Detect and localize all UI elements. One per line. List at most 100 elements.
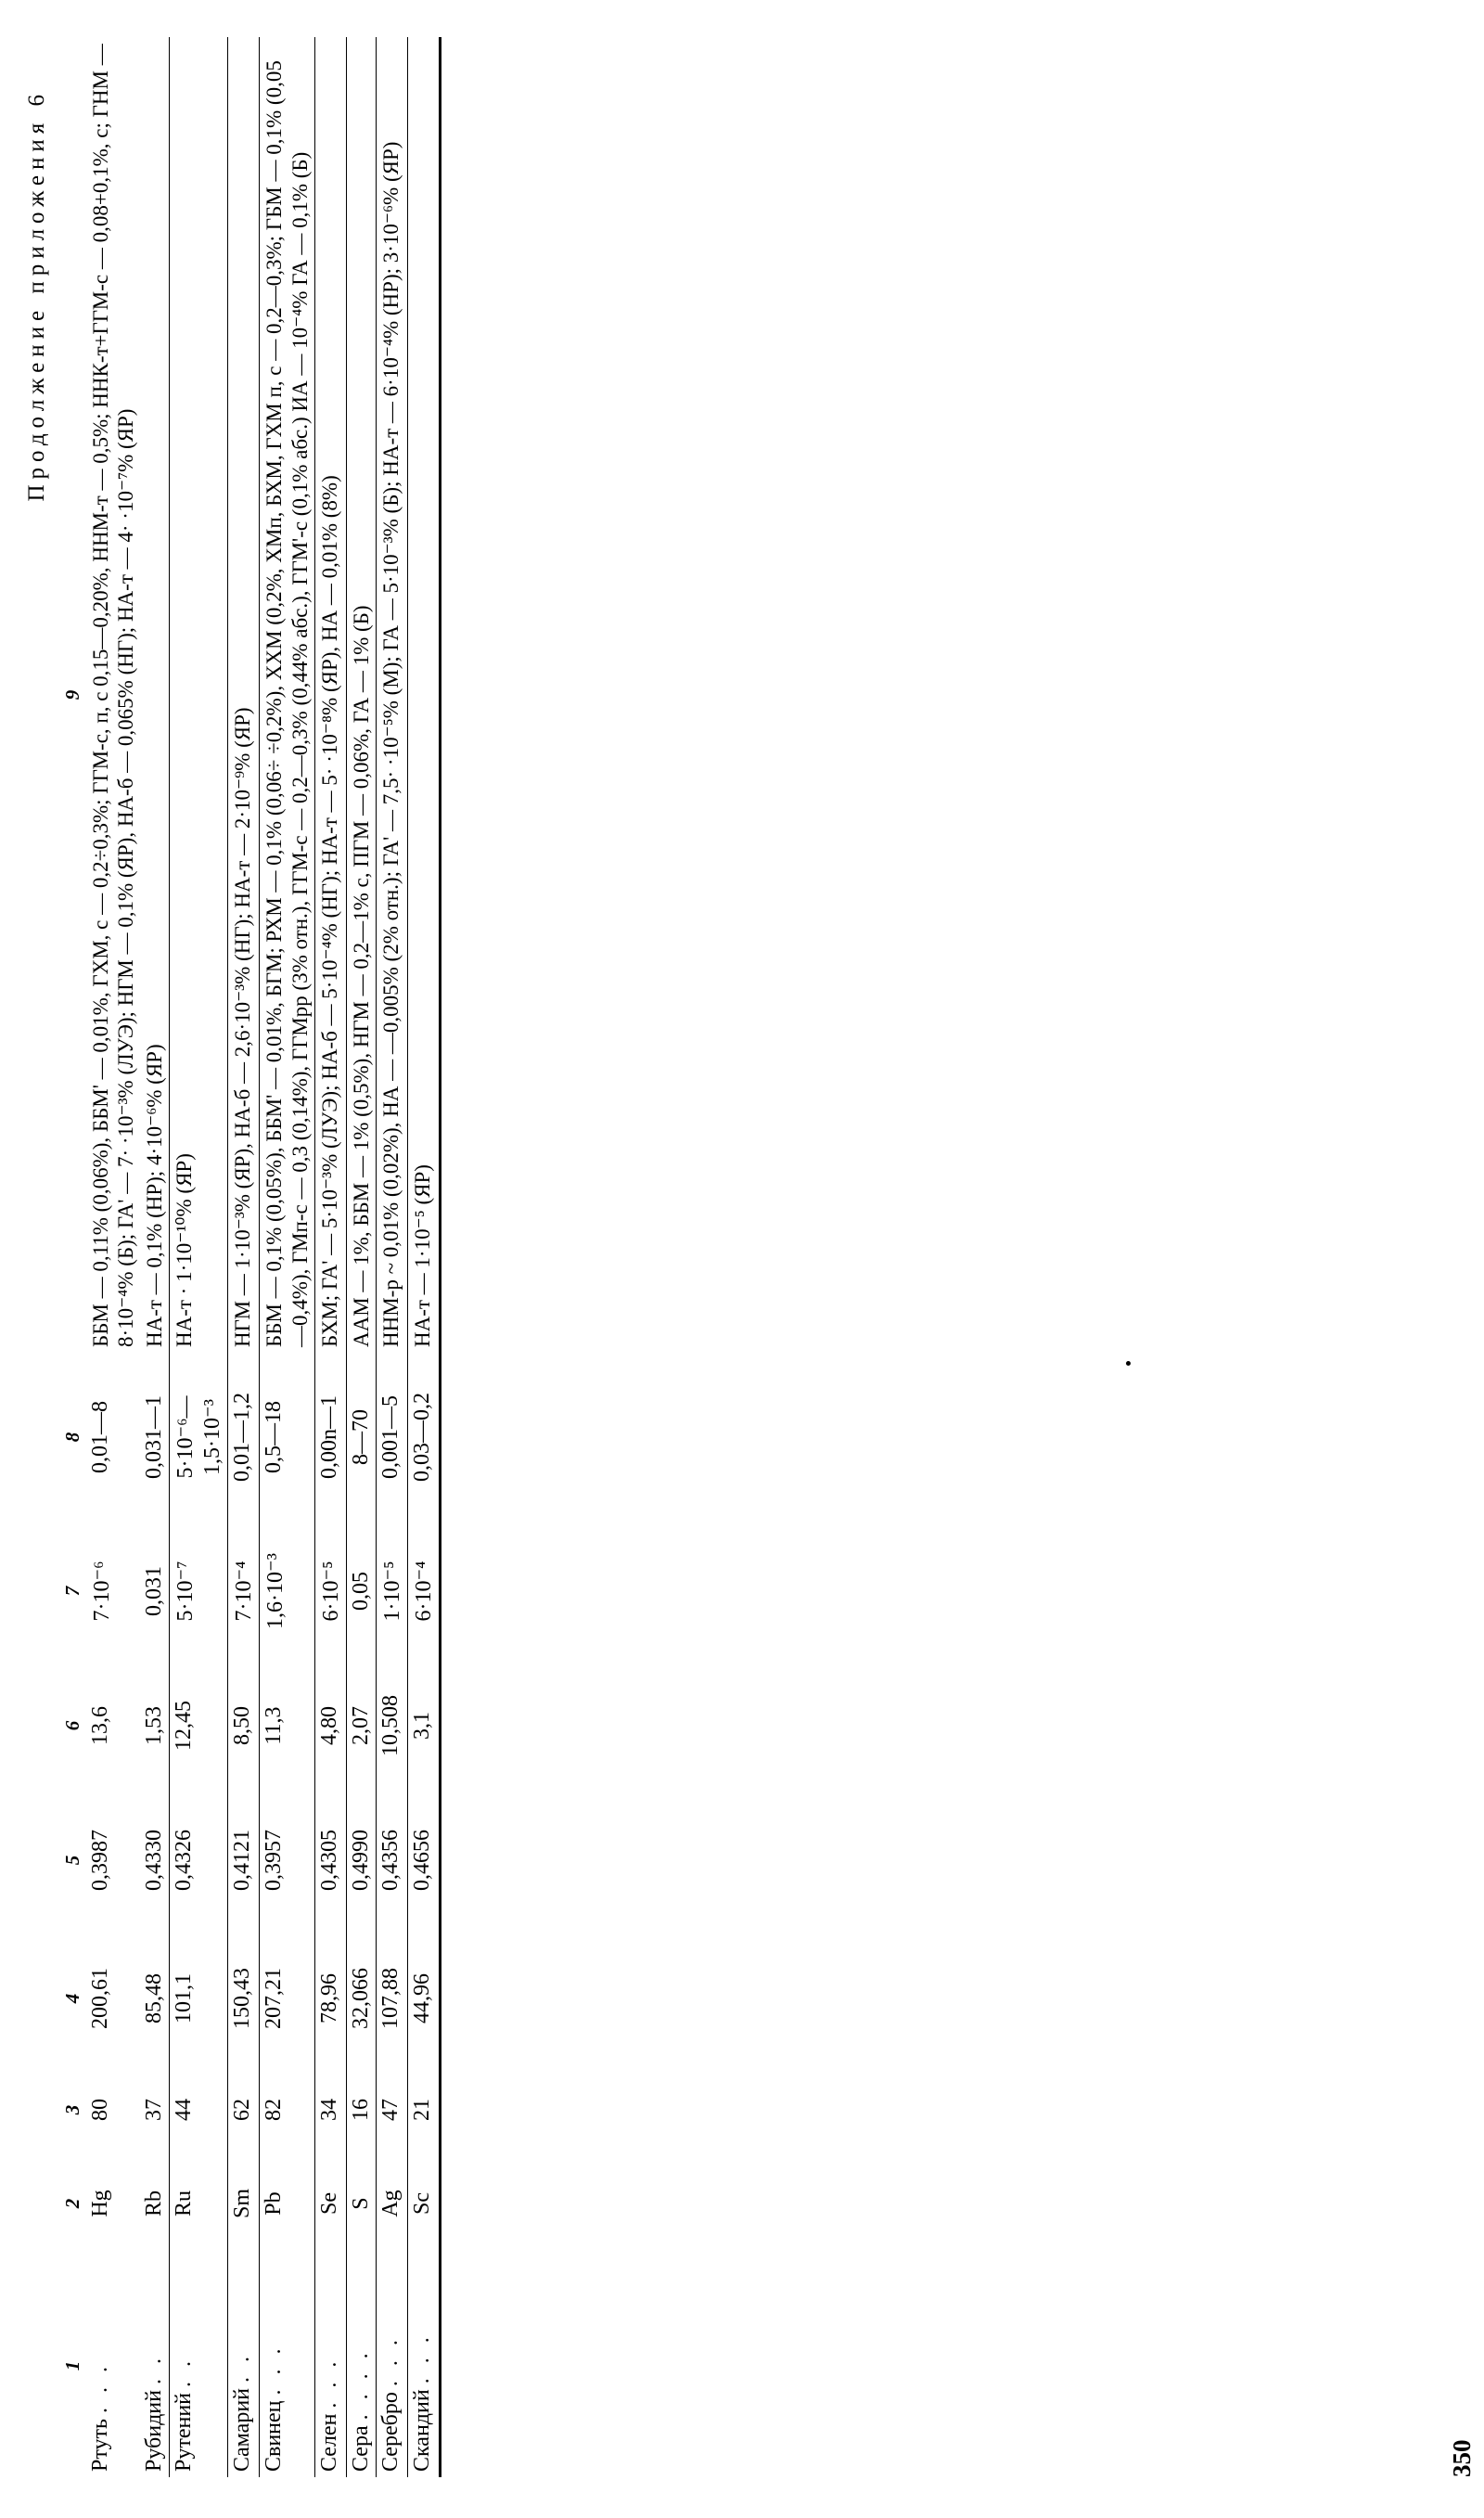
value-col7: 6·10⁻⁵	[314, 1522, 347, 1661]
atomic-number: 62	[227, 2067, 260, 2152]
atomic-number: 37	[140, 2067, 170, 2152]
column-number-5: 5	[61, 1855, 83, 1866]
element-symbol: Rb	[140, 2152, 170, 2255]
value-col6: 4,80	[314, 1661, 347, 1791]
table-row: Ртуть . . . Hg 80 200,61 0,3987 13,6 7·10⁻⁶ 0,0…	[86, 37, 140, 2477]
element-name: Рутений . .	[169, 2255, 228, 2477]
value-col5: 0,4305	[314, 1791, 347, 1930]
column-number-4: 4	[61, 1993, 83, 2004]
value-col5: 0,4356	[376, 1791, 408, 1930]
atomic-number: 34	[314, 2067, 347, 2152]
value-col7: 0,05	[346, 1522, 377, 1661]
column-number-row: 1 2 3 4 5 6 7 8 9	[59, 37, 86, 2477]
element-name: Рубидий . .	[140, 2255, 170, 2477]
atomic-mass: 101,1	[169, 1930, 228, 2067]
value-col8: 0,03—0,2	[407, 1353, 441, 1522]
element-name: Серебро . . .	[376, 2255, 408, 2477]
element-symbol: Sm	[227, 2152, 260, 2255]
atomic-mass: 44,96	[407, 1930, 441, 2067]
value-col6: 13,6	[88, 1706, 112, 1745]
element-name-label: Сера	[348, 2425, 373, 2472]
running-head: Продолжение приложения 6	[24, 89, 49, 502]
notes-col9: БХМ; ГА' — 5·10⁻³% (ЛУЭ); НА-б — 5·10⁻⁴%…	[314, 37, 347, 1353]
atomic-mass: 32,066	[346, 1930, 377, 2067]
table-row: Скандий . . . Sc 21 44,96 0,4656 3,1 6·10⁻⁴ 0,0…	[407, 37, 441, 2477]
atomic-number: 47	[376, 2067, 408, 2152]
value-col7: 1·10⁻⁵	[376, 1522, 408, 1661]
atomic-number: 80	[88, 2099, 112, 2121]
column-number-6: 6	[61, 1720, 83, 1731]
value-col7: 6·10⁻⁴	[407, 1522, 441, 1661]
leader-dots: . .	[172, 2356, 197, 2387]
value-col8: 0,00n—1	[314, 1353, 347, 1522]
value-col5: 0,3957	[259, 1791, 315, 1930]
value-col5: 0,3987	[88, 1830, 112, 1891]
column-number-9: 9	[61, 689, 83, 700]
table-row: Самарий . . Sm 62 150,43 0,4121 8,50 7·10⁻⁴ 0,0…	[227, 37, 260, 2477]
value-col7: 7·10⁻⁶	[90, 1561, 114, 1622]
element-name-label: Свинец	[262, 2400, 287, 2472]
table-row: Рутений . . Ru 44 101,1 0,4326 12,45 5·10⁻⁷ 5·1…	[169, 37, 228, 2477]
leader-dots: . . . .	[348, 2348, 373, 2421]
element-symbol: Ag	[376, 2152, 408, 2255]
value-col8: 0,01—1,2	[227, 1353, 260, 1522]
value-col6: 3,1	[407, 1661, 441, 1791]
table-row: Серебро . . . Ag 47 107,88 0,4356 10,508 1·10⁻…	[376, 37, 408, 2477]
leader-dots: . . .	[377, 2335, 403, 2387]
value-col8: 0,031—1	[140, 1353, 170, 1522]
atomic-number: 21	[407, 2067, 441, 2152]
element-name: Скандий . . .	[407, 2255, 441, 2477]
value-col6: 8,50	[227, 1661, 260, 1791]
table-row: Рубидий . . Rb 37 85,48 0,4330 1,53 0,031 0,031…	[140, 37, 170, 2477]
value-col5: 0,4121	[227, 1791, 260, 1930]
leader-dots: . . .	[409, 2332, 434, 2384]
atomic-mass: 150,43	[227, 1930, 260, 2067]
notes-col9: ББМ — 0,11% (0,06%), ББМ' — 0,01%, ГХМ, …	[89, 44, 138, 1347]
element-symbol: Ru	[169, 2152, 228, 2255]
value-col5: 0,4656	[407, 1791, 441, 1930]
column-number-3: 3	[61, 2104, 83, 2115]
value-col5: 0,4330	[140, 1791, 170, 1930]
element-name-label: Рубидий	[142, 2390, 167, 2472]
leader-dots: . .	[230, 2351, 255, 2383]
element-name-label: Селен	[316, 2413, 341, 2472]
element-symbol: S	[346, 2152, 377, 2255]
table-row: Сера . . . . S 16 32,066 0,4990 2,07 0,05 8—70 А…	[346, 37, 377, 2477]
element-symbol: Hg	[88, 2190, 112, 2217]
leader-dots: . . .	[262, 2344, 287, 2396]
notes-col9: НА-т · 1·10⁻¹⁰% (ЯР)	[169, 37, 228, 1353]
reference-table: 1 2 3 4 5 6 7 8 9 Ртуть . . . Hg 80 200,61 0,3987 13,6…	[59, 37, 441, 2477]
element-name-label: Скандий	[409, 2389, 434, 2472]
value-col6: 2,07	[346, 1661, 377, 1791]
value-col7: 7·10⁻⁴	[227, 1522, 260, 1661]
value-col6: 10,508	[376, 1661, 408, 1791]
column-number-7: 7	[61, 1586, 83, 1597]
notes-col9: ББМ — 0,1% (0,05%), ББМ' — 0,01%, БГМ; Р…	[259, 37, 315, 1353]
column-number-8: 8	[61, 1432, 83, 1443]
atomic-number: 44	[169, 2067, 228, 2152]
element-symbol: Sc	[407, 2152, 441, 2255]
element-symbol: Pb	[259, 2152, 315, 2255]
element-name-label: Рутений	[172, 2392, 197, 2472]
atomic-mass: 78,96	[314, 1930, 347, 2067]
atomic-number: 16	[346, 2067, 377, 2152]
element-name: Селен . . .	[314, 2255, 347, 2477]
column-number-1: 1	[61, 2360, 83, 2371]
notes-col9: ААМ — 1%, ББМ — 1% (0,5%), НГМ — 0,2—1% …	[346, 37, 377, 1353]
element-name: Свинец . . .	[259, 2255, 315, 2477]
atomic-mass: 207,21	[259, 1930, 315, 2067]
notes-col9: НА-т — 1·10⁻⁵ (ЯР)	[407, 37, 441, 1353]
leader-dots: . . .	[316, 2357, 341, 2409]
value-col8: 0,5—18	[259, 1353, 315, 1522]
value-col7: 1,6·10⁻³	[259, 1522, 315, 1661]
scan-artifact-dot	[1126, 1361, 1131, 1366]
value-col7: 5·10⁻⁷	[169, 1522, 228, 1661]
value-col8: 0,001—5	[376, 1353, 408, 1522]
element-symbol: Se	[314, 2152, 347, 2255]
value-col7: 0,031	[140, 1522, 170, 1661]
element-name-label: Ртуть	[88, 2419, 112, 2472]
value-col8: 0,01—8	[88, 1401, 112, 1473]
atomic-number: 82	[259, 2067, 315, 2152]
